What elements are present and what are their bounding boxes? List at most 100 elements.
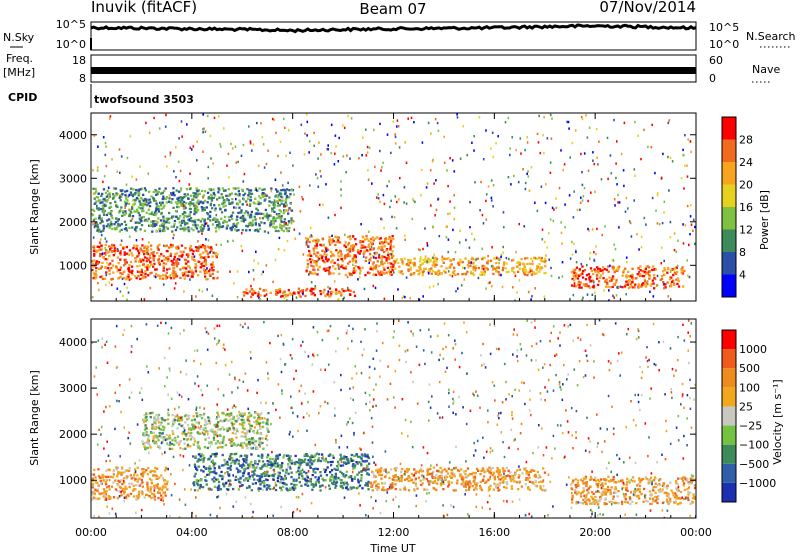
- colorbar-segment: [722, 330, 736, 350]
- beam-title: Beam 07: [359, 0, 426, 18]
- x-axis: 00:00 04:00 08:00 12:00 16:00 20:00 00:00: [75, 113, 712, 539]
- velocity-yaxis: 4000 3000 2000 1000: [59, 336, 696, 487]
- colorbar-tick-label: −25: [739, 420, 762, 433]
- x-tick-label: 00:00: [680, 526, 712, 539]
- colorbar-tick-label: −500: [739, 458, 769, 471]
- freq-tick-high: 18: [72, 54, 86, 67]
- colorbar-tick-label: −1000: [739, 477, 776, 490]
- cpid-label: CPID: [8, 91, 37, 104]
- power-colorbar: 28 24 20 16 12 8 4: [721, 116, 753, 298]
- velocity-colorbar-label: Velocity [m s⁻¹]: [771, 379, 784, 464]
- power-feature-1: [305, 234, 395, 277]
- velocity-feature-3: [369, 466, 547, 492]
- freq-tick-low: 8: [79, 72, 86, 85]
- noise-right-tick-high: 10^5: [709, 21, 739, 34]
- nave-band: [91, 67, 696, 74]
- velocity-data: [91, 319, 696, 518]
- colorbar-segment: [722, 139, 736, 162]
- velocity-panel: 4000 3000 2000 1000 Slant Range [km] 1000 50…: [28, 318, 784, 519]
- y-tick-label: 4000: [59, 129, 87, 142]
- noise-right-label: N.Search: [746, 30, 796, 43]
- noise-right-tick-low: 10^0: [709, 38, 739, 51]
- colorbar-segment: [722, 117, 736, 140]
- y-tick-label: 1000: [59, 474, 87, 487]
- velocity-feature-0: [91, 466, 169, 501]
- velocity-feature-1: [192, 452, 371, 492]
- colorbar-tick-label: 16: [739, 201, 753, 214]
- x-tick-label: 00:00: [75, 526, 107, 539]
- colorbar-segment: [722, 425, 736, 445]
- noise-left-label: N.Sky: [3, 31, 35, 44]
- velocity-ylabel: Slant Range [km]: [28, 370, 41, 466]
- colorbar-tick-label: 100: [739, 381, 760, 394]
- power-scatter: [91, 113, 696, 301]
- power-feature-2: [393, 256, 547, 277]
- power-ylabel: Slant Range [km]: [28, 159, 41, 255]
- colorbar-segment: [722, 406, 736, 426]
- colorbar-tick-label: 24: [739, 156, 753, 169]
- x-tick-label: 12:00: [378, 526, 410, 539]
- power-panel: 4000 3000 2000 1000 Slant Range [km] 28 24 20…: [28, 112, 771, 302]
- power-data: [91, 113, 696, 301]
- colorbar-segment: [722, 368, 736, 388]
- power-feature-5: [91, 187, 295, 233]
- colorbar-tick-label: 8: [739, 246, 746, 259]
- colorbar-segment: [722, 444, 736, 464]
- velocity-feature-4: [570, 475, 696, 506]
- y-tick-label: 3000: [59, 382, 87, 395]
- colorbar-segment: [722, 349, 736, 369]
- y-tick-label: 3000: [59, 172, 87, 185]
- colorbar-tick-label: 20: [739, 179, 753, 192]
- velocity-colorbar: 1000 500 100 25 −25 −100 −500 −1000: [721, 329, 776, 503]
- y-tick-label: 2000: [59, 428, 87, 441]
- colorbar-frame: [721, 329, 737, 503]
- colorbar-segment: [722, 274, 736, 297]
- station-title: Inuvik (fitACF): [91, 0, 197, 16]
- power-feature-3: [570, 265, 686, 290]
- cpid-panel: CPID twofsound 3503: [8, 84, 194, 108]
- colorbar-tick-label: 25: [739, 400, 753, 413]
- colorbar-frame: [721, 116, 737, 298]
- colorbar-segment: [722, 252, 736, 275]
- x-tick-label: 16:00: [478, 526, 510, 539]
- nave-label: Nave: [752, 63, 780, 76]
- x-tick-label: 08:00: [277, 526, 309, 539]
- noise-left-tick-low: 10^0: [56, 38, 86, 51]
- freq-panel: Freq. [MHz] 18 8 60 0 Nave: [3, 52, 780, 85]
- cpid-program: twofsound 3503: [94, 93, 194, 106]
- y-tick-label: 1000: [59, 259, 87, 272]
- y-tick-label: 4000: [59, 336, 87, 349]
- noise-left-tick-high: 10^5: [56, 18, 86, 31]
- velocity-scatter: [91, 319, 696, 518]
- colorbar-segment: [722, 184, 736, 207]
- colorbar-segment: [722, 482, 736, 502]
- power-colorbar-label: Power [dB]: [758, 190, 771, 250]
- freq-unit: [MHz]: [3, 66, 35, 79]
- power-feature-0: [91, 243, 219, 281]
- noise-line: [90, 23, 697, 34]
- colorbar-segment: [722, 207, 736, 230]
- power-feature-4: [242, 287, 357, 299]
- power-yaxis: 4000 3000 2000 1000: [59, 129, 696, 272]
- x-axis-label: Time UT: [369, 542, 415, 554]
- colorbar-tick-label: 4: [739, 269, 746, 282]
- nave-tick-high: 60: [709, 54, 723, 67]
- x-tick-label: 04:00: [176, 526, 208, 539]
- velocity-feature-2: [141, 411, 270, 451]
- colorbar-segment: [722, 387, 736, 407]
- colorbar-tick-label: 500: [739, 362, 760, 375]
- colorbar-tick-label: 1000: [739, 343, 767, 356]
- colorbar-tick-label: 12: [739, 224, 753, 237]
- noise-panel: N.Sky 10^5 10^0 10^5 10^0 N.Search: [3, 18, 796, 51]
- colorbar-segment: [722, 229, 736, 252]
- y-tick-label: 2000: [59, 216, 87, 229]
- nave-tick-low: 0: [709, 72, 716, 85]
- date-title: 07/Nov/2014: [599, 0, 696, 16]
- colorbar-tick-label: −100: [739, 439, 769, 452]
- colorbar-segment: [722, 162, 736, 185]
- colorbar-tick-label: 28: [739, 134, 753, 147]
- freq-label: Freq.: [6, 52, 33, 65]
- colorbar-segment: [722, 463, 736, 483]
- x-tick-label: 20:00: [579, 526, 611, 539]
